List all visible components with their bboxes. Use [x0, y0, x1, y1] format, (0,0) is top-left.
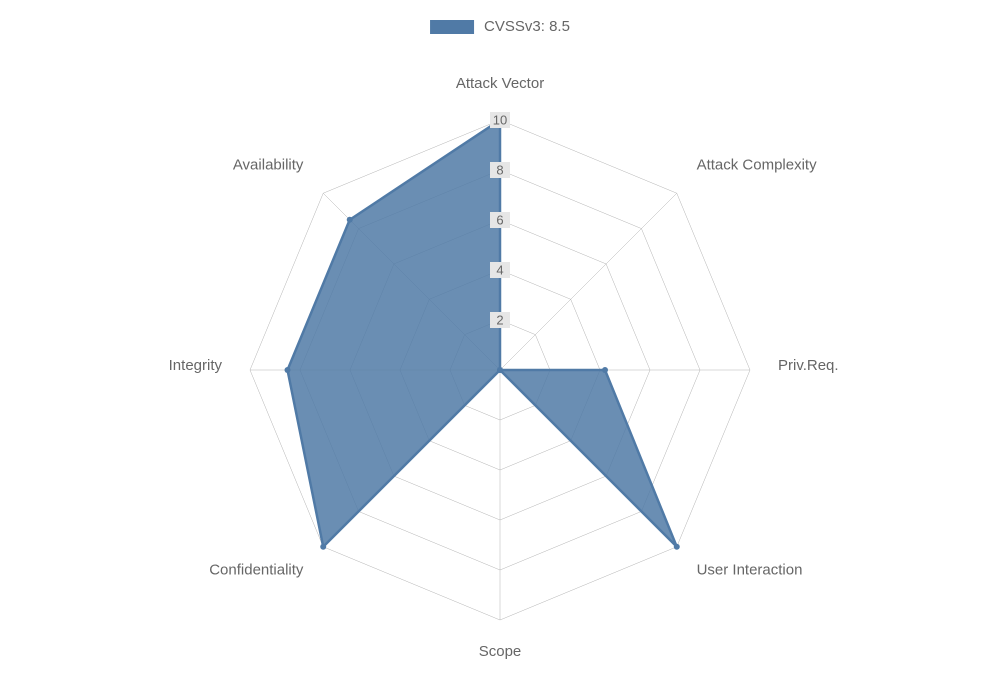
axis-label: Confidentiality	[209, 562, 304, 579]
legend-label: CVSSv3: 8.5	[484, 18, 570, 35]
svg-text:6: 6	[496, 212, 503, 227]
legend: CVSSv3: 8.5	[430, 18, 570, 35]
axis-label: Availability	[233, 156, 304, 173]
radar-svg: 2 4 6 8 10 Attack Vector Attack Complexity Priv…	[0, 0, 1000, 700]
radar-chart: CVSSv3: 8.5 2 4 6 8 10 Attack Vector Attack Co…	[0, 0, 1000, 700]
legend-swatch	[430, 20, 474, 34]
axis-label: User Interaction	[697, 562, 803, 579]
axis-label: Integrity	[169, 357, 223, 374]
svg-text:2: 2	[496, 312, 503, 327]
svg-text:4: 4	[496, 262, 503, 277]
svg-text:10: 10	[493, 112, 507, 127]
axis-label: Attack Vector	[456, 75, 544, 92]
axis-label: Scope	[479, 643, 522, 660]
axis-label: Attack Complexity	[697, 156, 818, 173]
svg-text:8: 8	[496, 162, 503, 177]
axis-label: Priv.Req.	[778, 357, 839, 374]
